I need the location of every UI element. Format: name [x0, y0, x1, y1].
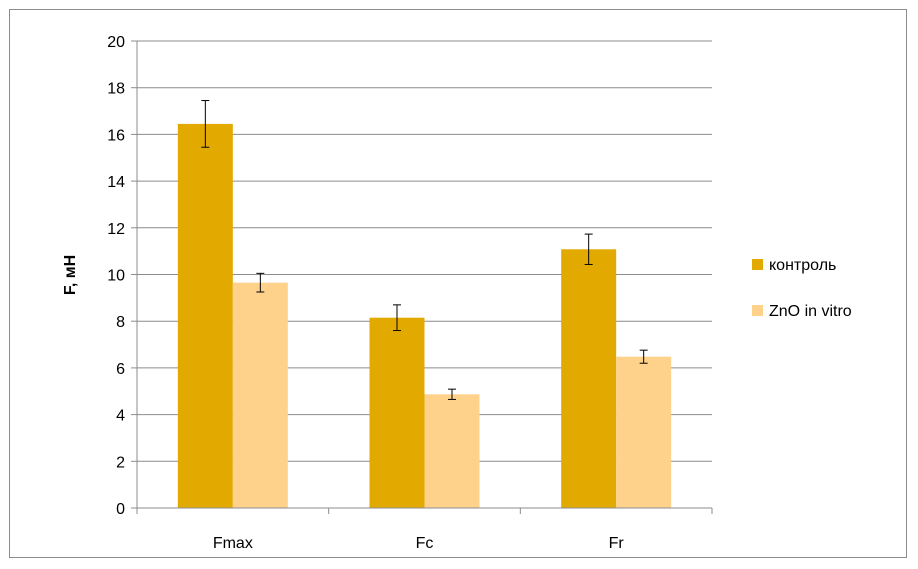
y-tick-label: 18: [107, 81, 125, 98]
y-tick-label: 4: [116, 408, 125, 425]
x-tick-label: Fc: [416, 535, 434, 552]
x-tick-labels: Fmax Fc Fr: [213, 535, 625, 552]
error-bars: [201, 100, 648, 400]
legend-label: контроль: [769, 257, 836, 274]
x-tick-label: Fr: [609, 535, 625, 552]
axes: [131, 40, 713, 514]
x-tick-label: Fmax: [213, 535, 253, 552]
y-tick-label: 2: [116, 454, 125, 471]
legend: контроль ZnO in vitro: [752, 257, 852, 320]
y-tick-labels: 0 2 4 6 8 10 12 14 16 18 20: [107, 34, 125, 518]
bar-fr-series-2: [616, 356, 672, 508]
y-tick-label: 14: [107, 174, 125, 191]
bar-fr-series-1: [561, 249, 617, 509]
y-tick-label: 20: [107, 34, 125, 51]
legend-swatch: [752, 305, 763, 316]
legend-label: ZnO in vitro: [769, 303, 852, 320]
bar-fmax-series-2: [232, 282, 288, 508]
bar-fmax-series-1: [177, 123, 233, 508]
y-tick-label: 12: [107, 221, 125, 238]
y-tick-label: 6: [116, 361, 125, 378]
bar-fc-series-1: [369, 317, 425, 508]
y-tick-label: 8: [116, 314, 125, 331]
legend-swatch: [752, 259, 763, 270]
bar-fc-series-2: [424, 394, 480, 508]
y-tick-label: 10: [107, 268, 125, 285]
y-tick-label: 0: [116, 501, 125, 518]
bars: [177, 123, 672, 509]
y-tick-label: 16: [107, 127, 125, 144]
y-axis-title: F, мН: [62, 255, 79, 295]
